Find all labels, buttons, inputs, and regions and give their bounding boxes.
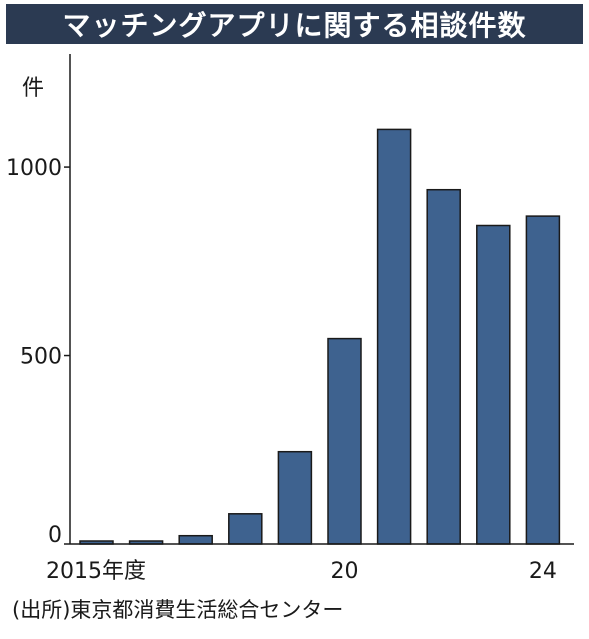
bar-2018 xyxy=(228,513,263,545)
bar-2017 xyxy=(178,534,213,545)
y-tick-label-1000: 1000 xyxy=(6,156,62,181)
x-tick-label-2015年度: 2015年度 xyxy=(46,559,146,584)
bar-2020 xyxy=(327,337,362,545)
y-tick-label-0: 0 xyxy=(48,523,62,548)
y-tick-label-500: 500 xyxy=(20,345,62,370)
x-tick-label-24: 24 xyxy=(529,559,557,584)
bar-2021 xyxy=(376,128,412,545)
y-axis-unit-label: 件 xyxy=(22,76,45,101)
bar-2023 xyxy=(476,224,511,545)
bar-2022 xyxy=(426,188,461,545)
bar-2024 xyxy=(525,215,561,545)
chart-title: マッチングアプリに関する相談件数 xyxy=(6,4,583,44)
source-note: (出所)東京都消費生活総合センター xyxy=(12,598,344,622)
x-tick-label-20: 20 xyxy=(331,559,359,584)
bar-2019 xyxy=(277,450,313,545)
